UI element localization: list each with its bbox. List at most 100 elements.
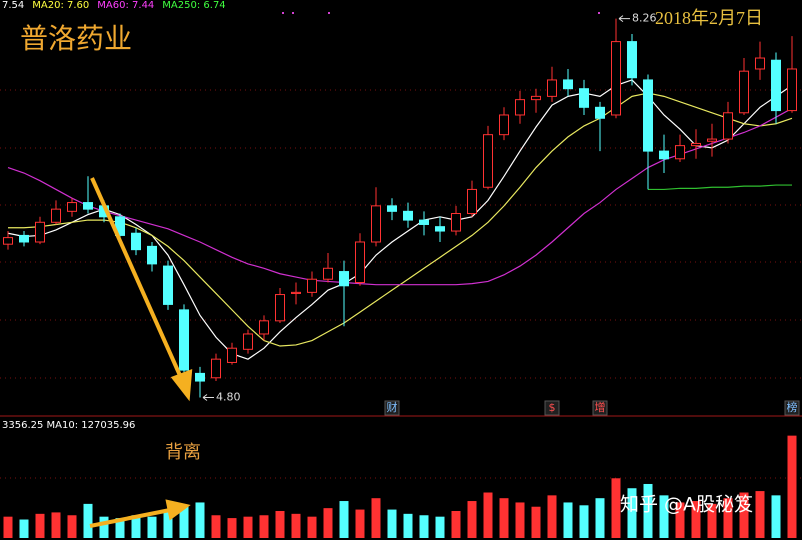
candle-body xyxy=(3,237,13,245)
volume-bar xyxy=(691,501,701,538)
candle-body xyxy=(163,265,173,305)
volume-bar xyxy=(515,502,525,538)
volume-bar xyxy=(99,516,109,538)
candle-body xyxy=(515,99,525,116)
candle-body xyxy=(147,245,157,265)
candle-body xyxy=(771,59,781,112)
volume-bar xyxy=(307,516,317,538)
volume-bar xyxy=(323,508,333,538)
candle-body xyxy=(707,138,717,142)
candle-body xyxy=(451,213,461,232)
candle-body xyxy=(467,188,477,215)
volume-bar xyxy=(451,510,461,538)
volume-bar xyxy=(419,515,429,538)
arrows xyxy=(89,177,193,528)
candle-body xyxy=(723,112,733,140)
candle-body xyxy=(195,372,205,382)
volume-bar xyxy=(499,498,509,538)
volume-bar xyxy=(611,478,621,538)
candle-body xyxy=(403,210,413,221)
volume-bar xyxy=(259,515,269,538)
volume-bar xyxy=(275,510,285,538)
candle-body xyxy=(547,79,557,97)
candle-body xyxy=(339,271,349,287)
event-label: 增 xyxy=(595,400,606,414)
candle-body xyxy=(227,347,237,363)
volume-bar xyxy=(371,498,381,538)
volume-bar xyxy=(227,518,237,538)
volume-bar xyxy=(131,515,141,538)
candle-body xyxy=(51,208,61,223)
min-pointer xyxy=(202,394,214,401)
plot: 财 $ 增 榜 8.26 4.80 xyxy=(3,12,800,538)
candle-body xyxy=(691,142,701,147)
candle-body xyxy=(259,320,269,335)
candle-body xyxy=(755,57,765,70)
volume-bar xyxy=(35,513,45,538)
volume-bar xyxy=(355,509,365,538)
volume-bar xyxy=(723,498,733,538)
candle-body xyxy=(739,70,749,114)
candle-body xyxy=(83,202,93,210)
volume-bar xyxy=(163,509,173,538)
volume-bar xyxy=(147,516,157,538)
candle-body xyxy=(419,219,429,225)
volume-bar xyxy=(739,492,749,538)
event-label: 榜 xyxy=(787,400,798,414)
candle-body xyxy=(563,79,573,90)
volume-bar xyxy=(243,516,253,538)
candle-body xyxy=(531,95,541,101)
candle-body xyxy=(307,278,317,293)
candle-body xyxy=(131,232,141,251)
volume-bar xyxy=(659,495,669,538)
candle-body xyxy=(291,291,301,294)
volume-bar xyxy=(291,513,301,538)
candle-body xyxy=(499,114,509,136)
ma-value: 7.54 xyxy=(2,0,24,11)
candle-body xyxy=(371,205,381,243)
volume-bar xyxy=(787,435,797,538)
volume-bar xyxy=(595,498,605,538)
volume-bar xyxy=(403,513,413,538)
dot xyxy=(292,12,294,14)
candle-body xyxy=(611,41,621,116)
volume-bar xyxy=(195,502,205,538)
candle-body xyxy=(483,134,493,188)
volume-bar xyxy=(51,512,61,538)
volume-bar xyxy=(3,516,13,538)
event-box xyxy=(384,400,400,416)
volume-bar xyxy=(531,506,541,538)
ma-line xyxy=(7,79,793,360)
candle-body xyxy=(35,221,45,243)
candle-body xyxy=(435,226,445,232)
top-dots xyxy=(282,12,600,14)
arrow-head xyxy=(170,369,193,402)
arrow-line xyxy=(89,508,171,528)
volume-bar xyxy=(83,503,93,538)
candle-body xyxy=(19,234,29,243)
ma-value: MA250: 6.74 xyxy=(162,0,225,11)
candle-body xyxy=(67,202,77,212)
candle-body xyxy=(627,41,637,79)
dot xyxy=(282,12,284,14)
volume-bar xyxy=(339,501,349,538)
volume-header: 3356.25 MA10: 127035.96 xyxy=(2,420,135,431)
watermark: 知乎 @A股秘笈 xyxy=(620,494,753,516)
event-box xyxy=(544,400,560,416)
volume-bar xyxy=(547,495,557,538)
candle-body xyxy=(643,79,653,152)
candle-body xyxy=(579,88,589,108)
volume-bar xyxy=(563,502,573,538)
stock-name: 普洛药业 xyxy=(20,22,132,55)
arrow-head xyxy=(165,499,191,521)
candle-body xyxy=(659,150,669,160)
event-label: 财 xyxy=(387,400,398,414)
candle-body xyxy=(675,145,685,160)
max-pointer xyxy=(618,15,630,23)
arrow-line xyxy=(90,177,184,381)
volume-bar xyxy=(579,505,589,538)
ma-value: MA20: 7.60 xyxy=(32,0,89,11)
candle-body xyxy=(387,205,397,212)
